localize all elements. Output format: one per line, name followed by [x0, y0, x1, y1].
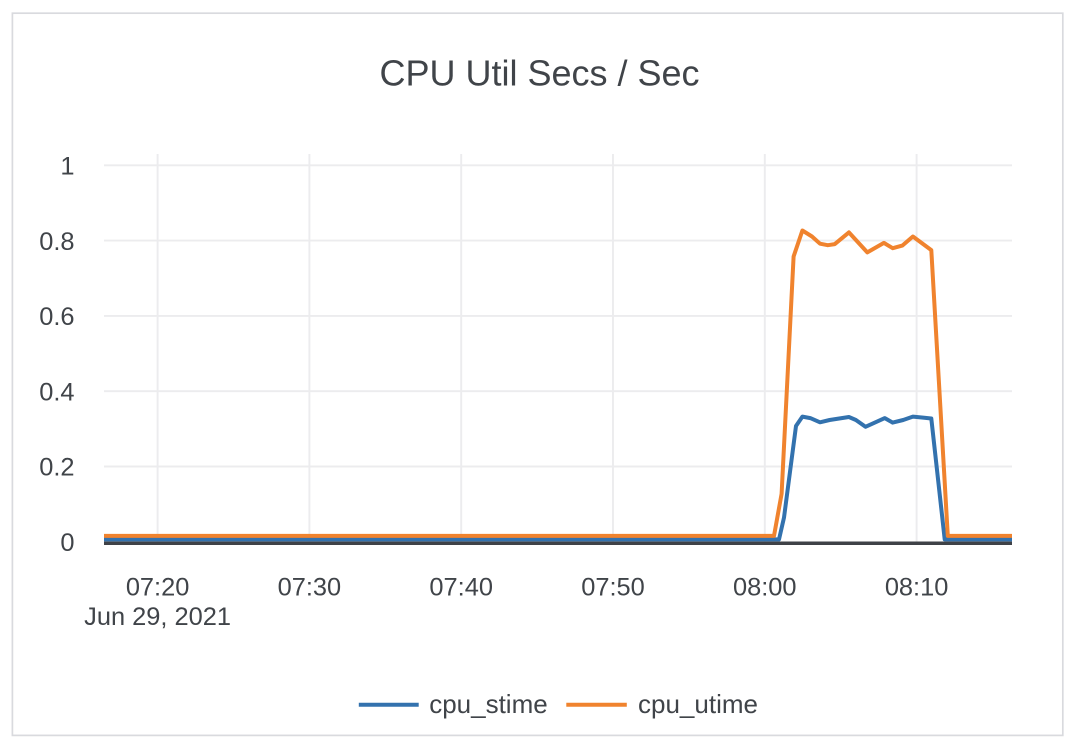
svg-text:08:00: 08:00 — [733, 573, 797, 601]
svg-text:1: 1 — [60, 153, 74, 181]
svg-text:0.8: 0.8 — [39, 228, 74, 256]
svg-text:0.2: 0.2 — [39, 454, 74, 482]
svg-text:07:40: 07:40 — [429, 573, 493, 601]
svg-text:0.4: 0.4 — [39, 378, 74, 406]
svg-text:0: 0 — [60, 529, 74, 557]
svg-text:07:30: 07:30 — [278, 573, 342, 601]
svg-text:0.6: 0.6 — [39, 303, 74, 331]
svg-text:07:20: 07:20 — [126, 573, 190, 601]
svg-text:07:50: 07:50 — [581, 573, 645, 601]
svg-text:cpu_utime: cpu_utime — [638, 689, 758, 719]
svg-text:Jun 29, 2021: Jun 29, 2021 — [84, 603, 231, 631]
svg-text:08:10: 08:10 — [885, 573, 949, 601]
svg-text:cpu_stime: cpu_stime — [429, 689, 548, 719]
svg-text:CPU Util Secs / Sec: CPU Util Secs / Sec — [379, 53, 699, 94]
